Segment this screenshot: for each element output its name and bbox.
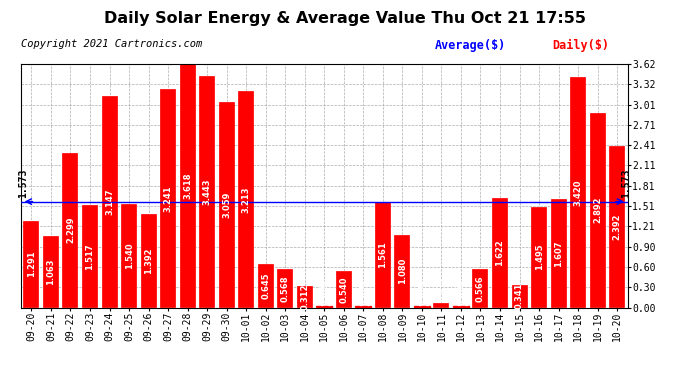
Text: 1.495: 1.495 — [535, 244, 544, 270]
Text: 1.517: 1.517 — [86, 243, 95, 270]
Bar — [199, 76, 215, 307]
Bar — [277, 269, 293, 308]
Bar — [336, 271, 352, 308]
Bar — [531, 207, 547, 308]
Text: 1.540: 1.540 — [125, 242, 134, 269]
Bar — [551, 199, 566, 308]
Bar — [453, 306, 469, 308]
Text: 1.573: 1.573 — [18, 169, 28, 198]
Text: 1.063: 1.063 — [46, 258, 55, 285]
Bar — [238, 91, 254, 308]
Text: 0.540: 0.540 — [339, 276, 348, 303]
Bar — [179, 64, 196, 308]
Bar — [121, 204, 137, 308]
Text: 3.241: 3.241 — [164, 185, 172, 212]
Text: 0.000: 0.000 — [359, 279, 368, 306]
Bar — [43, 236, 59, 308]
Bar — [355, 306, 371, 308]
Bar — [395, 235, 411, 308]
Text: Copyright 2021 Cartronics.com: Copyright 2021 Cartronics.com — [21, 39, 202, 50]
Text: 0.000: 0.000 — [319, 279, 329, 306]
Text: 3.213: 3.213 — [241, 186, 250, 213]
Text: 1.573: 1.573 — [621, 169, 631, 198]
Text: 1.392: 1.392 — [144, 248, 153, 274]
Bar — [101, 96, 117, 308]
Text: 1.561: 1.561 — [378, 242, 387, 268]
Text: 0.645: 0.645 — [262, 273, 270, 299]
Text: Daily Solar Energy & Average Value Thu Oct 21 17:55: Daily Solar Energy & Average Value Thu O… — [104, 11, 586, 26]
Bar — [453, 306, 469, 308]
Bar — [375, 202, 391, 308]
Text: 2.892: 2.892 — [593, 197, 602, 223]
Text: Daily($): Daily($) — [552, 39, 609, 53]
Bar — [160, 89, 176, 308]
Bar — [492, 198, 508, 308]
Text: 0.072: 0.072 — [437, 275, 446, 301]
Bar — [590, 113, 606, 308]
Bar — [570, 77, 586, 308]
Bar — [609, 146, 625, 308]
Bar — [414, 306, 430, 308]
Text: 0.312: 0.312 — [300, 284, 309, 310]
Bar — [219, 102, 235, 308]
Text: 0.000: 0.000 — [417, 279, 426, 306]
Bar — [141, 214, 157, 308]
Text: 3.420: 3.420 — [573, 179, 582, 206]
Bar — [316, 306, 333, 308]
Text: 3.059: 3.059 — [222, 191, 231, 218]
Bar — [82, 206, 98, 308]
Text: 1.080: 1.080 — [398, 258, 407, 284]
Text: 3.618: 3.618 — [183, 172, 192, 199]
Bar — [355, 306, 371, 308]
Text: 1.622: 1.622 — [495, 240, 504, 266]
Bar — [297, 286, 313, 308]
Text: 1.291: 1.291 — [27, 251, 36, 278]
Text: 3.443: 3.443 — [203, 178, 212, 205]
Text: 0.568: 0.568 — [281, 275, 290, 302]
Text: Average($): Average($) — [435, 39, 506, 53]
Bar — [414, 306, 430, 308]
Text: 2.392: 2.392 — [613, 214, 622, 240]
Bar — [258, 264, 274, 308]
Text: 2.299: 2.299 — [66, 217, 75, 243]
Text: 3.147: 3.147 — [105, 188, 114, 215]
Bar — [511, 285, 528, 308]
Text: 1.607: 1.607 — [554, 240, 563, 267]
Bar — [23, 220, 39, 308]
Bar — [63, 153, 79, 308]
Text: 0.000: 0.000 — [457, 279, 466, 306]
Bar — [473, 269, 489, 308]
Text: 0.566: 0.566 — [476, 275, 485, 302]
Bar — [316, 306, 333, 308]
Bar — [433, 303, 449, 307]
Text: 0.341: 0.341 — [515, 283, 524, 309]
